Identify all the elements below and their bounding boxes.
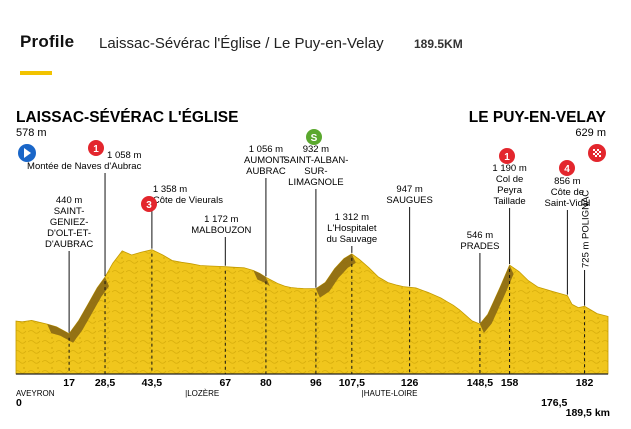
summit-label-text: L'Hospitalet — [327, 223, 377, 234]
summit-label-text: 1 056 m — [249, 144, 283, 155]
region-label: AVEYRON — [16, 389, 55, 398]
climb-category-badge-text: 3 — [146, 200, 152, 211]
summit-label-text: Côte de — [551, 187, 584, 198]
sprint-badge — [306, 129, 322, 145]
km-tick-label: 28,5 — [95, 377, 116, 389]
climb-category-badge-text: 1 — [504, 152, 510, 163]
finish-flag-cell — [597, 149, 599, 151]
summit-label-text: 856 m — [554, 176, 580, 187]
climb-segment — [315, 253, 356, 298]
km-tick-label: 80 — [260, 377, 272, 389]
summit-label-text: 725 m POLIGNAC — [581, 190, 592, 268]
summit-label-text: D'AUBRAC — [45, 239, 93, 250]
stage-distance: 189.5KM — [414, 37, 463, 51]
summit-label-text: 1 058 m — [107, 150, 141, 161]
summit-label-text: SAUGUES — [386, 195, 432, 206]
km-tick-label: 182 — [576, 377, 594, 389]
title-underline — [20, 71, 52, 75]
climb-category-badge — [499, 148, 515, 164]
km-tick-label: 67 — [219, 377, 231, 389]
summit-label-text: Col de — [496, 174, 523, 185]
finish-flag-cell — [595, 151, 597, 153]
summit-label-text: 932 m — [303, 144, 329, 155]
finish-flag-cell — [593, 153, 595, 155]
summit-label-text: Taillade — [493, 196, 525, 207]
km-tick-label: 107,5 — [339, 377, 365, 389]
km-tick-label: 126 — [401, 377, 419, 389]
stage-route: Laissac-Sévérac l'Église / Le Puy-en-Vel… — [99, 35, 384, 52]
summit-label-text: SUR- — [304, 166, 327, 177]
climb-category-badge — [141, 196, 157, 212]
climb-category-badge-text: 1 — [93, 144, 99, 155]
region-layer: AVEYRON |LOZÈRE |HAUTE-LOIRE — [16, 389, 418, 398]
summit-label-text: SAINT-ALBAN- — [283, 155, 348, 166]
start-town: LAISSAC-SÉVÉRAC L'ÉGLISE — [16, 109, 238, 126]
summit-label-text: LIMAGNOLE — [288, 177, 343, 188]
climb-category-badge-text: 4 — [564, 164, 570, 175]
finish-elevation: 629 m — [575, 127, 606, 139]
km-below-label: 176,5 — [541, 397, 567, 409]
km-tick-label: 148,5 — [467, 377, 493, 389]
finish-flag-cell — [599, 155, 601, 157]
climb-category-badge — [559, 160, 575, 176]
region-label: |LOZÈRE — [185, 389, 219, 398]
km-tick-label: 158 — [501, 377, 519, 389]
finish-town: LE PUY-EN-VELAY — [469, 109, 607, 126]
summit-label-vertical: 725 m POLIGNAC — [581, 190, 592, 268]
summit-label-text: 1 172 m — [204, 214, 238, 225]
badge-layer: 1 3 S 1 4 — [18, 129, 606, 212]
summit-label-text: MALBOUZON — [191, 225, 251, 236]
region-label: |HAUTE-LOIRE — [362, 389, 418, 398]
km-below-label: 0 — [16, 397, 22, 409]
finish-flag-cell — [595, 155, 597, 157]
sprint-badge-text: S — [311, 133, 318, 144]
summit-label-text: Peyra — [497, 185, 523, 196]
summit-label-text: Côte de Vieurals — [153, 195, 223, 206]
finish-flag-cell — [593, 149, 595, 151]
summit-label-text: 546 m — [467, 230, 493, 241]
km-below-label: 189,5 km — [566, 407, 610, 419]
profile-title: Profile — [20, 32, 75, 51]
km-tick-layer: 17 28,5 43,5 67 80 96 107,5 126 148,5 158 182 0 176,… — [16, 253, 610, 419]
summit-label-text: Saint-Vidal — [544, 198, 590, 209]
stage-profile-chart: 17 28,5 43,5 67 80 96 107,5 126 148,5 158 182 0 176,… — [0, 96, 631, 429]
summit-label-text: 1 312 m — [335, 212, 369, 223]
climb-segment — [47, 277, 109, 343]
summit-label-text: 947 m — [396, 184, 422, 195]
summit-label-text: 1 190 m — [492, 163, 526, 174]
summit-label-text: du Sauvage — [326, 234, 377, 245]
summit-label-text: Montée de Naves d'Aubrac — [27, 161, 142, 172]
climb-category-badge — [88, 140, 104, 156]
summit-label-text: 1 358 m — [153, 184, 187, 195]
summit-label-text: 440 m — [56, 195, 82, 206]
finish-flag-cell — [599, 151, 601, 153]
start-arrow-icon — [24, 148, 31, 158]
finish-flag-cell — [597, 153, 599, 155]
summit-label-text: AUMONT- — [244, 155, 288, 166]
summit-label-text: GENIEZ- — [50, 217, 89, 228]
km-tick-label: 17 — [63, 377, 75, 389]
km-tick-label: 43,5 — [142, 377, 163, 389]
start-elevation: 578 m — [16, 127, 47, 139]
summit-label-text: PRADES — [460, 241, 499, 252]
summit-label-text: AUBRAC — [246, 166, 286, 177]
km-tick-label: 96 — [310, 377, 322, 389]
climb-segment — [479, 265, 514, 333]
summit-label-text: SAINT- — [54, 206, 85, 217]
summit-label-text: D'OLT-ET- — [47, 228, 91, 239]
